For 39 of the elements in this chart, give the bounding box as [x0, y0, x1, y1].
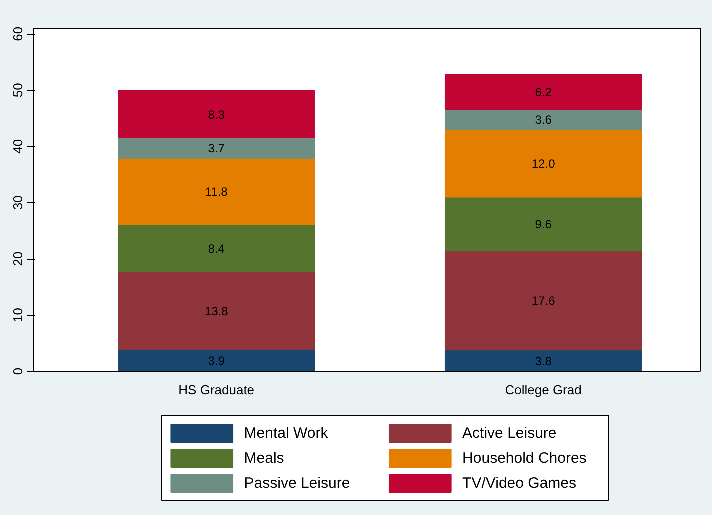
y-tick-label: 0 [10, 368, 26, 376]
data-label: 8.4 [208, 242, 226, 256]
data-label: 13.8 [204, 304, 229, 318]
data-label: 11.8 [205, 185, 228, 200]
x-tick-label: HS Graduate [178, 382, 255, 398]
legend-label: Passive Leisure [244, 475, 350, 492]
data-label: 3.7 [208, 141, 226, 156]
bar [444, 74, 642, 110]
data-label: 3.8 [535, 354, 552, 368]
bar [118, 137, 316, 159]
legend-label: Active Leisure [462, 425, 557, 442]
data-label: 6.2 [535, 86, 552, 100]
bar [118, 349, 316, 372]
y-tick-label: 30 [10, 196, 26, 210]
data-label: 9.6 [535, 218, 552, 232]
bar [444, 196, 642, 252]
data-label: 12.0 [532, 156, 556, 171]
y-tick-label: 10 [10, 308, 26, 322]
y-tick-label: 60 [10, 26, 26, 42]
bar [444, 129, 642, 198]
bar [444, 108, 642, 130]
y-tick-label: 20 [10, 252, 26, 266]
legend-label: Mental Work [244, 425, 329, 442]
data-label: 8.3 [208, 108, 226, 122]
bar [118, 224, 316, 272]
legend-label: Meals [244, 450, 284, 467]
y-tick-label: 40 [10, 139, 26, 154]
data-label: 3.6 [535, 113, 552, 128]
data-label: 3.9 [208, 354, 226, 368]
bar [118, 90, 316, 138]
data-label: 17.6 [532, 294, 556, 308]
y-tick-label: 50 [10, 83, 26, 98]
x-tick-label: College Grad [505, 382, 582, 398]
legend-label: Household Chores [462, 450, 587, 467]
bar [444, 250, 642, 351]
bar [118, 158, 316, 226]
bar [444, 350, 642, 372]
bar [118, 271, 316, 350]
legend-label: TV/Video Games [462, 475, 577, 492]
